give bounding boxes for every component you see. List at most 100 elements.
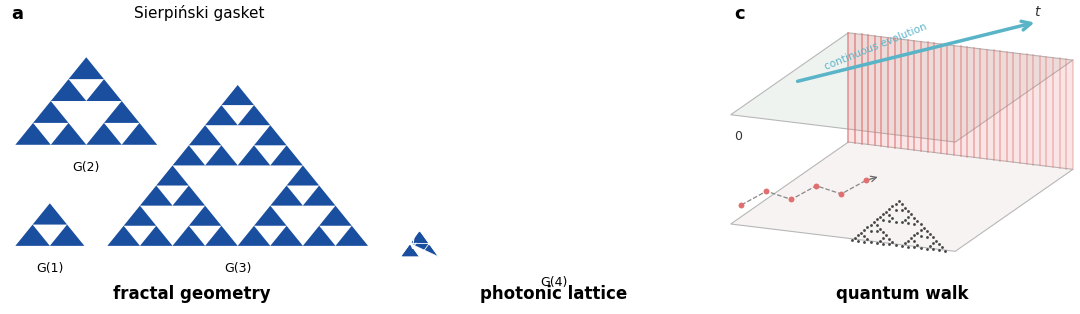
Point	[868, 223, 886, 228]
Polygon shape	[221, 85, 254, 105]
Point	[402, 241, 419, 246]
Polygon shape	[336, 226, 368, 246]
Point	[554, 134, 571, 139]
Point	[887, 207, 904, 212]
Point	[593, 188, 610, 193]
Point	[583, 228, 600, 233]
Point	[908, 219, 926, 224]
Point	[934, 245, 951, 250]
Point	[526, 95, 543, 100]
Point	[593, 108, 610, 113]
Point	[516, 134, 534, 139]
Polygon shape	[15, 225, 50, 246]
Point	[583, 148, 600, 153]
Point	[536, 134, 553, 139]
Text: quantum walk: quantum walk	[836, 284, 968, 303]
Point	[850, 233, 867, 238]
Text: Sierpiński gasket: Sierpiński gasket	[134, 5, 265, 21]
Point	[650, 241, 667, 246]
Point	[936, 248, 954, 253]
Point	[564, 148, 581, 153]
Point	[507, 201, 524, 206]
Point	[862, 240, 879, 245]
Polygon shape	[15, 123, 51, 145]
Point	[536, 81, 553, 86]
Polygon shape	[33, 101, 68, 123]
Point	[564, 68, 581, 73]
Point	[526, 228, 543, 233]
Point	[487, 228, 504, 233]
Point	[449, 175, 467, 180]
Polygon shape	[205, 226, 238, 246]
Point	[603, 121, 620, 126]
Point	[487, 175, 504, 180]
Point	[507, 95, 524, 100]
Point	[896, 217, 914, 222]
Point	[880, 212, 897, 217]
Point	[516, 81, 534, 86]
Point	[477, 161, 495, 166]
Text: G(4): G(4)	[540, 276, 567, 289]
Point	[603, 254, 620, 259]
Point	[808, 183, 825, 188]
Point	[872, 226, 889, 231]
Point	[545, 68, 563, 73]
Point	[487, 121, 504, 126]
Point	[843, 238, 861, 243]
Point	[875, 212, 892, 217]
Point	[660, 228, 677, 233]
Point	[477, 188, 495, 193]
Point	[564, 228, 581, 233]
Polygon shape	[286, 165, 320, 186]
Point	[855, 239, 873, 244]
Polygon shape	[401, 230, 438, 257]
Point	[900, 238, 917, 243]
Point	[880, 218, 897, 223]
Point	[872, 238, 889, 243]
Polygon shape	[238, 226, 270, 246]
Point	[878, 209, 895, 214]
Point	[621, 175, 638, 180]
Point	[573, 214, 591, 219]
Point	[469, 201, 486, 206]
Text: 0: 0	[734, 130, 742, 143]
Point	[507, 228, 524, 233]
Polygon shape	[107, 226, 140, 246]
Point	[924, 235, 942, 240]
Point	[640, 201, 658, 206]
Point	[507, 254, 524, 259]
Point	[469, 148, 486, 153]
Point	[516, 214, 534, 219]
Point	[410, 228, 428, 233]
Point	[900, 214, 917, 219]
Point	[507, 121, 524, 126]
Point	[893, 243, 910, 248]
Point	[783, 197, 800, 202]
Point	[497, 214, 514, 219]
Point	[593, 134, 610, 139]
Point	[410, 254, 428, 259]
Point	[545, 41, 563, 46]
Point	[878, 233, 895, 238]
Point	[449, 201, 467, 206]
Text: fractal geometry: fractal geometry	[113, 284, 270, 303]
Point	[893, 208, 910, 213]
Point	[564, 121, 581, 126]
Point	[536, 55, 553, 60]
Point	[900, 244, 917, 249]
Point	[477, 241, 495, 246]
Point	[650, 188, 667, 193]
Point	[903, 212, 920, 217]
Point	[564, 95, 581, 100]
Point	[906, 215, 923, 220]
Point	[880, 242, 897, 247]
Point	[915, 225, 932, 230]
Polygon shape	[86, 79, 122, 101]
Point	[612, 161, 630, 166]
Point	[497, 188, 514, 193]
Point	[918, 234, 935, 239]
Text: G(2): G(2)	[72, 161, 100, 174]
Text: a: a	[12, 5, 24, 24]
Point	[918, 228, 935, 233]
Point	[928, 238, 945, 243]
